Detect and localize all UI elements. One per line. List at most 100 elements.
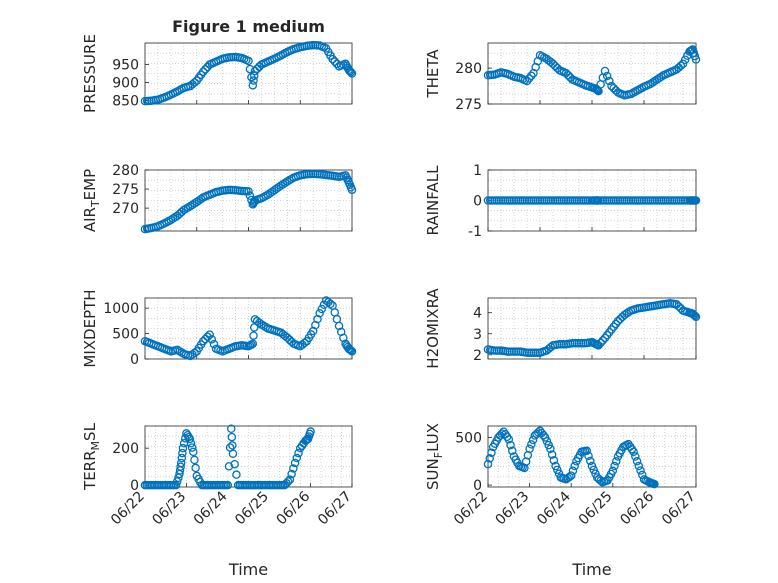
data-point xyxy=(483,459,493,469)
y-tick-label: 280 xyxy=(455,61,482,77)
data-point xyxy=(524,74,534,83)
y-tick-label: 500 xyxy=(455,430,482,446)
data-point xyxy=(186,439,196,448)
y-tick-label: 280 xyxy=(112,163,139,179)
data-point xyxy=(226,424,236,434)
data-point xyxy=(566,471,576,480)
subplot-3: 270 275 280 AIRTEMP xyxy=(81,163,357,234)
y-axis-label: MIXDEPTH xyxy=(81,289,99,367)
data-point xyxy=(584,451,593,461)
chart-title: Figure 1 medium xyxy=(172,17,325,36)
subplot-8: 0 500 06/22 06/23 06/24 06/25 06/26 06/27 Time SU… xyxy=(424,423,699,579)
data-point xyxy=(203,332,212,342)
data-point xyxy=(166,215,176,225)
data-point xyxy=(198,336,208,346)
data-point xyxy=(650,76,660,86)
data-point xyxy=(244,187,253,196)
series-points xyxy=(140,296,357,361)
data-point xyxy=(485,454,494,463)
data-point xyxy=(347,347,357,356)
subplot-6: 2 3 4 H2OMIXRA xyxy=(424,288,701,369)
data-point xyxy=(607,81,616,91)
y-tick-label: 900 xyxy=(112,75,139,91)
data-point xyxy=(224,462,234,471)
data-point xyxy=(178,448,187,458)
data-point xyxy=(207,335,217,344)
data-point xyxy=(345,345,355,354)
data-point xyxy=(631,452,640,461)
data-point xyxy=(175,346,184,356)
axes-box xyxy=(487,425,697,488)
data-point xyxy=(636,466,645,475)
y-tick-label: -1 xyxy=(468,224,482,240)
data-point xyxy=(629,447,638,456)
data-point xyxy=(615,314,625,324)
data-point xyxy=(228,449,238,458)
data-point xyxy=(278,179,288,189)
x-tick-label: 06/23 xyxy=(493,489,533,529)
data-point xyxy=(691,196,701,205)
data-point xyxy=(294,448,303,458)
data-point xyxy=(527,440,536,449)
data-point xyxy=(345,66,355,76)
data-point xyxy=(186,201,195,211)
data-point xyxy=(280,178,290,188)
data-point xyxy=(586,456,595,466)
y-tick-label: 0 xyxy=(473,478,482,494)
data-point xyxy=(596,338,605,348)
data-point xyxy=(257,320,266,329)
data-point xyxy=(561,68,571,78)
data-point xyxy=(487,448,496,457)
data-point xyxy=(172,477,182,486)
x-tick-label: 06/24 xyxy=(534,488,574,528)
data-point xyxy=(248,81,258,90)
data-point xyxy=(522,76,532,86)
series-points xyxy=(483,196,701,205)
data-point xyxy=(244,56,253,66)
y-axis-label: AIRTEMP xyxy=(81,169,102,232)
data-point xyxy=(676,304,686,313)
subplot-2: 275 280 THETA xyxy=(424,42,701,113)
data-point xyxy=(328,54,337,64)
data-point xyxy=(252,64,262,74)
data-point xyxy=(620,310,629,320)
data-point xyxy=(187,443,197,452)
data-point xyxy=(330,57,339,66)
x-tick-label: 06/22 xyxy=(108,489,148,529)
y-tick-label: 1 xyxy=(473,163,482,179)
series-points xyxy=(483,299,701,357)
data-point xyxy=(176,462,185,471)
y-tick-label: 275 xyxy=(455,97,482,113)
data-point xyxy=(525,444,534,454)
data-point xyxy=(209,339,219,349)
subplot-7: 0 200 06/22 06/23 06/24 06/25 06/26 06/27 Time TE… xyxy=(81,422,355,579)
data-point xyxy=(287,469,296,479)
data-point xyxy=(230,459,239,469)
data-point xyxy=(245,191,255,200)
data-point xyxy=(568,466,578,476)
y-tick-label: 275 xyxy=(112,182,139,198)
data-point xyxy=(177,453,187,463)
data-point xyxy=(228,441,237,450)
y-tick-label: 0 xyxy=(473,194,482,210)
data-point xyxy=(306,427,315,436)
data-point xyxy=(171,480,181,490)
data-point xyxy=(326,299,335,309)
data-point xyxy=(173,345,182,355)
data-point xyxy=(632,457,642,466)
data-point xyxy=(196,194,206,204)
data-point xyxy=(602,71,612,81)
data-point xyxy=(205,330,214,339)
data-point xyxy=(646,79,655,89)
data-point xyxy=(201,334,210,344)
data-point xyxy=(190,78,199,87)
y-axis-label: RAINFALL xyxy=(424,165,442,236)
data-point xyxy=(198,67,208,76)
data-point xyxy=(189,447,198,457)
data-point xyxy=(191,463,200,473)
data-point xyxy=(250,66,260,76)
data-point xyxy=(563,71,573,80)
y-tick-label: 850 xyxy=(112,93,139,109)
y-tick-label: 200 xyxy=(112,441,139,457)
data-point xyxy=(680,55,690,64)
